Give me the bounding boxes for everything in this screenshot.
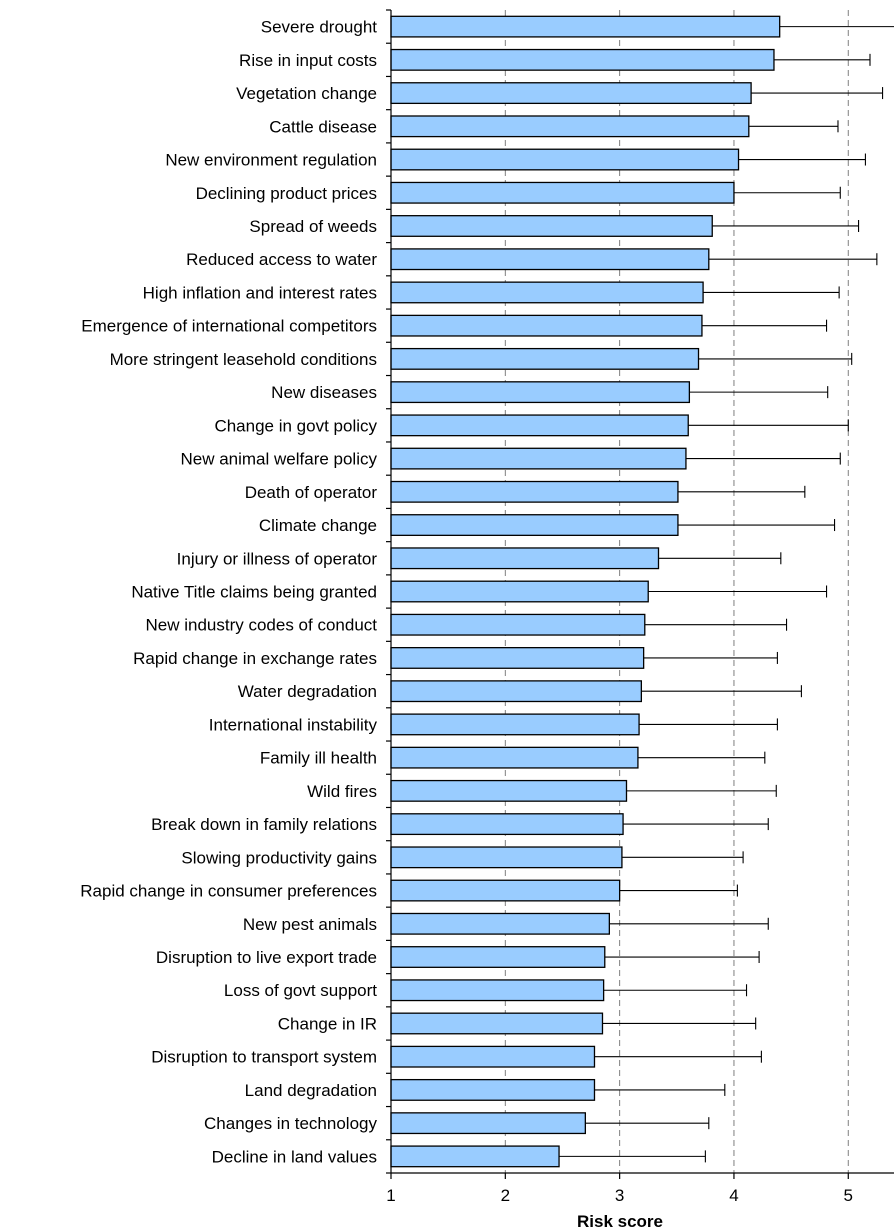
bar-31 <box>390 1012 604 1035</box>
category-label-26: Slowing productivity gains <box>181 848 377 867</box>
category-label-34: Changes in technology <box>204 1114 377 1133</box>
bar-28 <box>390 912 610 935</box>
bar-3 <box>390 82 752 105</box>
category-label-15: Death of operator <box>245 483 378 502</box>
category-label-33: Land degradation <box>245 1081 377 1100</box>
category-label-10: Emergence of international competitors <box>81 317 377 336</box>
bar-33 <box>390 1078 596 1101</box>
category-label-14: New animal welfare policy <box>180 450 377 469</box>
category-label-19: New industry codes of conduct <box>145 616 377 635</box>
bar-1 <box>390 15 781 38</box>
bar-15 <box>390 480 679 503</box>
category-label-23: Family ill health <box>260 749 377 768</box>
bar-9 <box>390 281 704 304</box>
axes <box>386 9 894 1179</box>
category-label-1: Severe drought <box>261 18 378 37</box>
category-label-17: Injury or illness of operator <box>177 549 378 568</box>
bar-25 <box>390 813 624 836</box>
bar-12 <box>390 381 691 404</box>
bar-32 <box>390 1045 596 1068</box>
bar-27 <box>390 879 621 902</box>
bar-24 <box>390 779 628 802</box>
category-label-22: International instability <box>209 715 378 734</box>
bar-7 <box>390 215 713 237</box>
category-label-2: Rise in input costs <box>239 51 377 70</box>
category-label-7: Spread of weeds <box>249 217 377 236</box>
bar-11 <box>390 347 700 370</box>
category-label-20: Rapid change in exchange rates <box>133 649 377 668</box>
category-label-32: Disruption to transport system <box>151 1048 377 1067</box>
category-label-13: Change in govt policy <box>214 416 377 435</box>
x-tick-label-4: 4 <box>729 1186 738 1205</box>
x-axis-title: Risk score <box>577 1212 663 1231</box>
bar-6 <box>390 181 735 204</box>
bar-14 <box>390 447 687 470</box>
bar-10 <box>390 314 703 337</box>
bar-17 <box>390 547 660 570</box>
bar-35 <box>390 1145 560 1168</box>
x-tick-label-2: 2 <box>501 1186 510 1205</box>
bar-2 <box>390 48 775 71</box>
category-label-27: Rapid change in consumer preferences <box>80 882 377 901</box>
category-label-4: Cattle disease <box>269 117 377 136</box>
category-label-31: Change in IR <box>278 1014 377 1033</box>
bar-8 <box>390 248 710 271</box>
bar-29 <box>390 946 606 968</box>
bar-21 <box>390 680 643 703</box>
x-tick-labels: 1 2 3 4 5 <box>386 1186 853 1205</box>
bar-16 <box>390 514 679 536</box>
category-label-12: New diseases <box>271 383 377 402</box>
category-label-6: Declining product prices <box>196 184 377 203</box>
bar-26 <box>390 846 623 869</box>
bar-34 <box>390 1112 586 1135</box>
category-label-25: Break down in family relations <box>151 815 377 834</box>
bar-4 <box>390 115 750 138</box>
x-tick-label-1: 1 <box>386 1186 395 1205</box>
category-label-8: Reduced access to water <box>186 250 377 269</box>
category-label-24: Wild fires <box>307 782 377 801</box>
category-label-29: Disruption to live export trade <box>156 948 377 967</box>
category-label-21: Water degradation <box>238 682 377 701</box>
bar-19 <box>390 613 646 636</box>
category-labels: Severe drought Rise in input costs Vegetat… <box>80 18 377 1167</box>
category-label-28: New pest animals <box>243 915 377 934</box>
category-label-30: Loss of govt support <box>224 981 377 1000</box>
category-label-3: Vegetation change <box>236 84 377 103</box>
category-label-18: Native Title claims being granted <box>131 583 377 602</box>
bar-5 <box>390 148 740 171</box>
bar-23 <box>390 746 639 769</box>
bar-22 <box>390 713 640 736</box>
category-label-5: New environment regulation <box>165 151 377 170</box>
category-label-35: Decline in land values <box>212 1147 377 1166</box>
bar-30 <box>390 979 605 1002</box>
bar-13 <box>390 414 689 437</box>
category-label-11: More stringent leasehold conditions <box>110 350 377 369</box>
x-tick-label-5: 5 <box>844 1186 853 1205</box>
category-label-9: High inflation and interest rates <box>143 283 377 302</box>
bar-20 <box>390 647 645 669</box>
bar-18 <box>390 580 649 603</box>
error-bars <box>559 26 894 1163</box>
x-tick-label-3: 3 <box>615 1186 624 1205</box>
category-label-16: Climate change <box>259 516 377 535</box>
